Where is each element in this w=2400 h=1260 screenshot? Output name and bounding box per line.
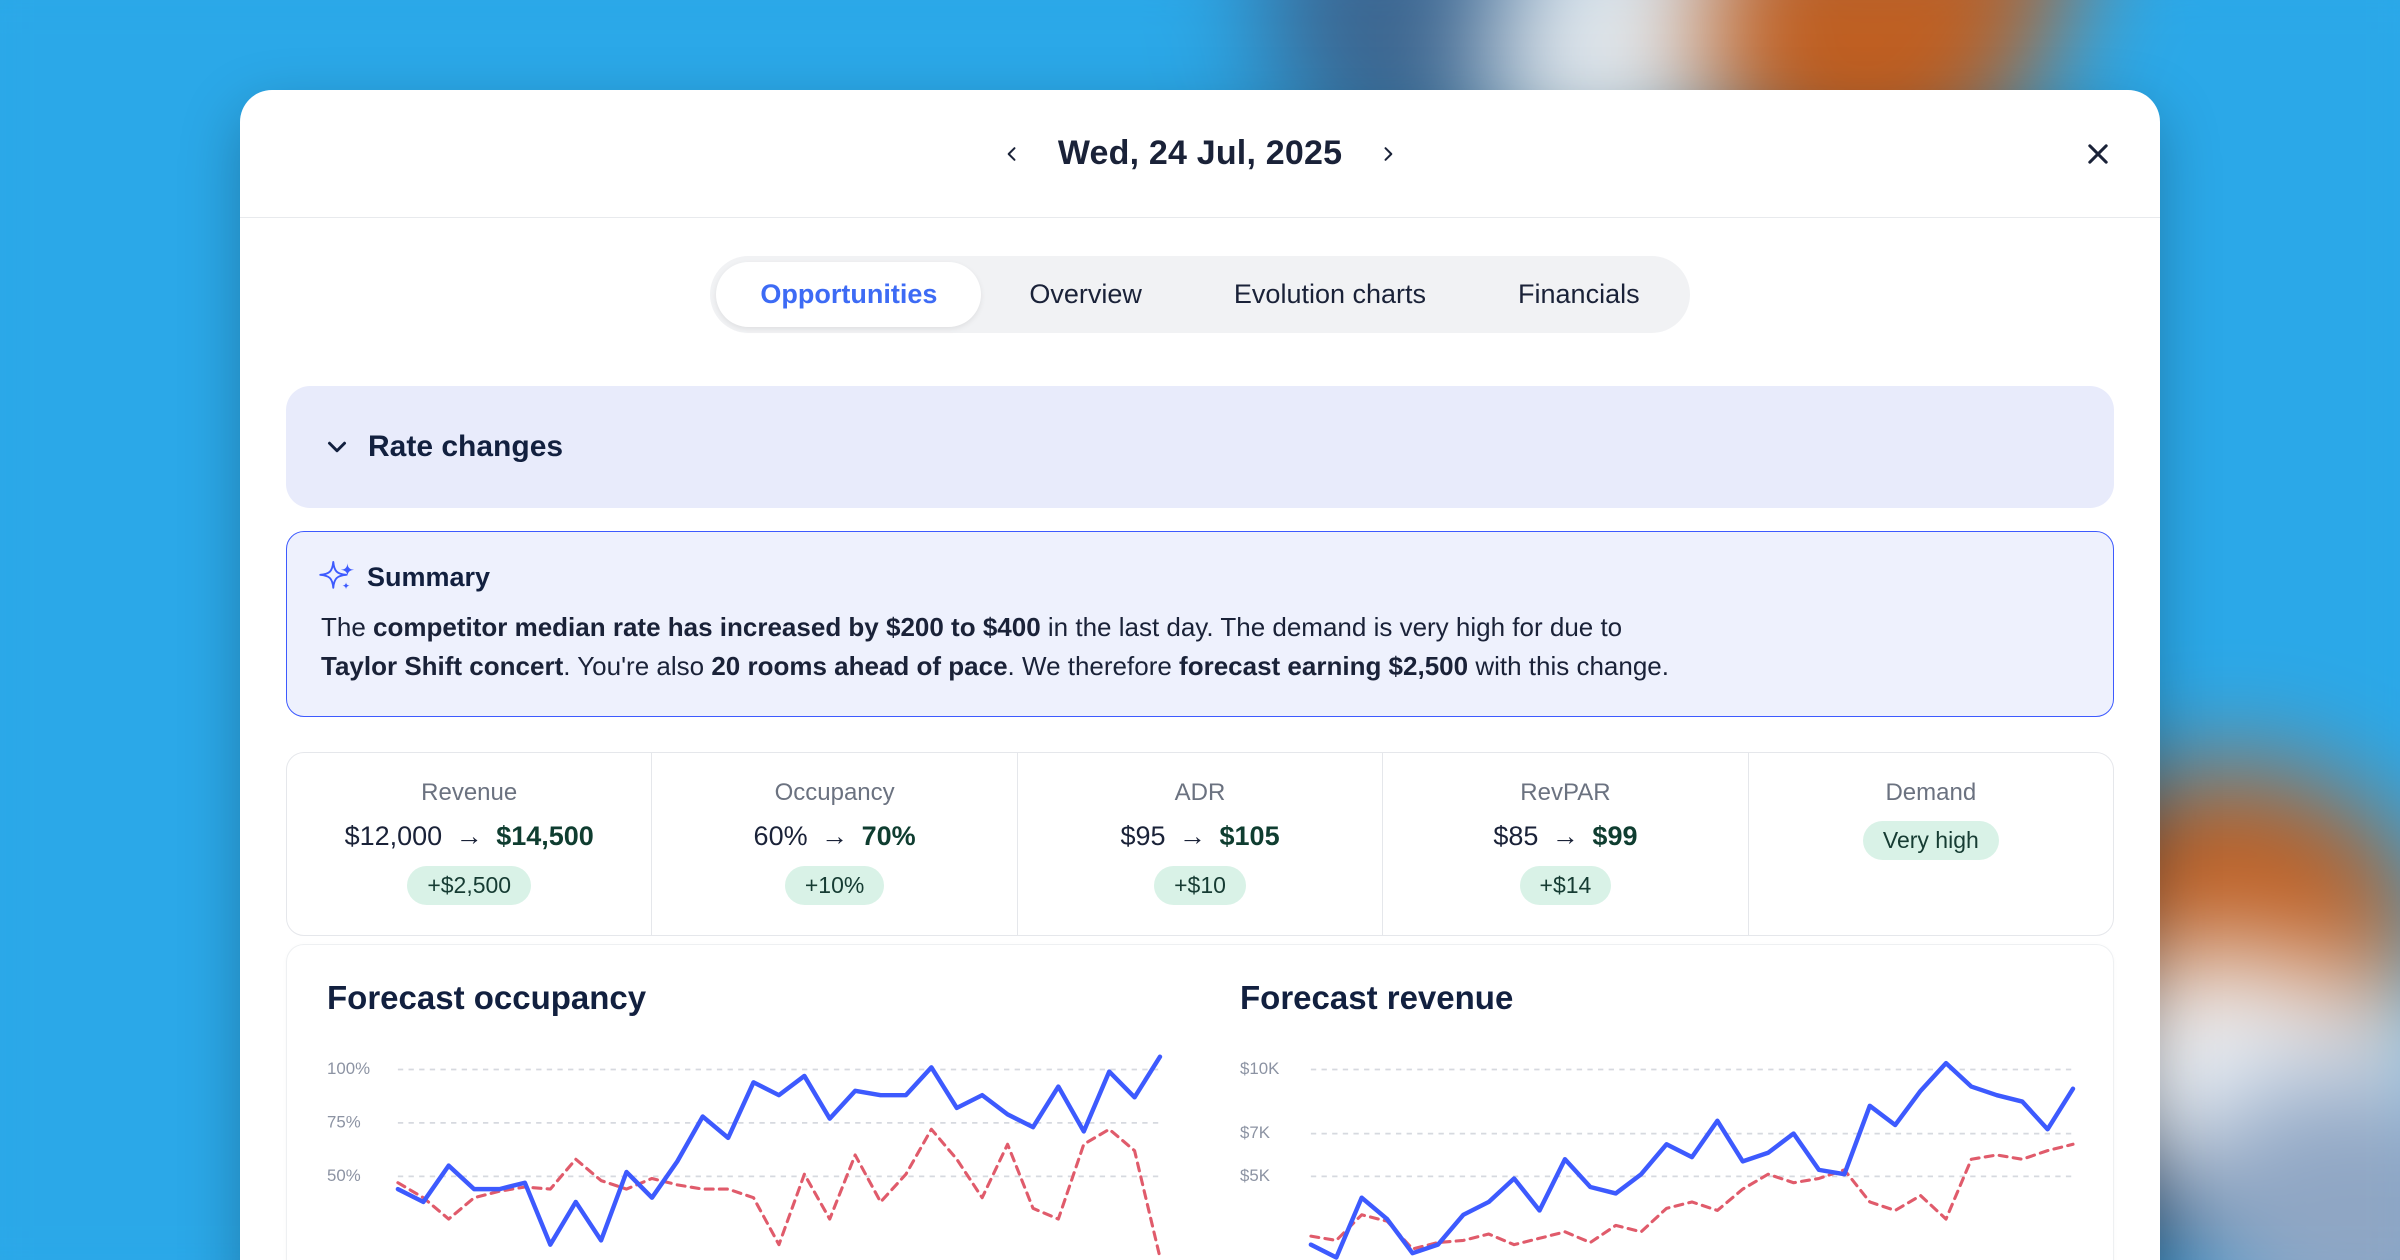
svg-text:100%: 100% [327,1059,370,1078]
svg-text:50%: 50% [327,1166,361,1185]
svg-text:75%: 75% [327,1112,361,1131]
svg-text:$10K: $10K [1240,1059,1280,1078]
svg-text:$7K: $7K [1240,1123,1271,1142]
svg-text:$5K: $5K [1240,1166,1271,1185]
